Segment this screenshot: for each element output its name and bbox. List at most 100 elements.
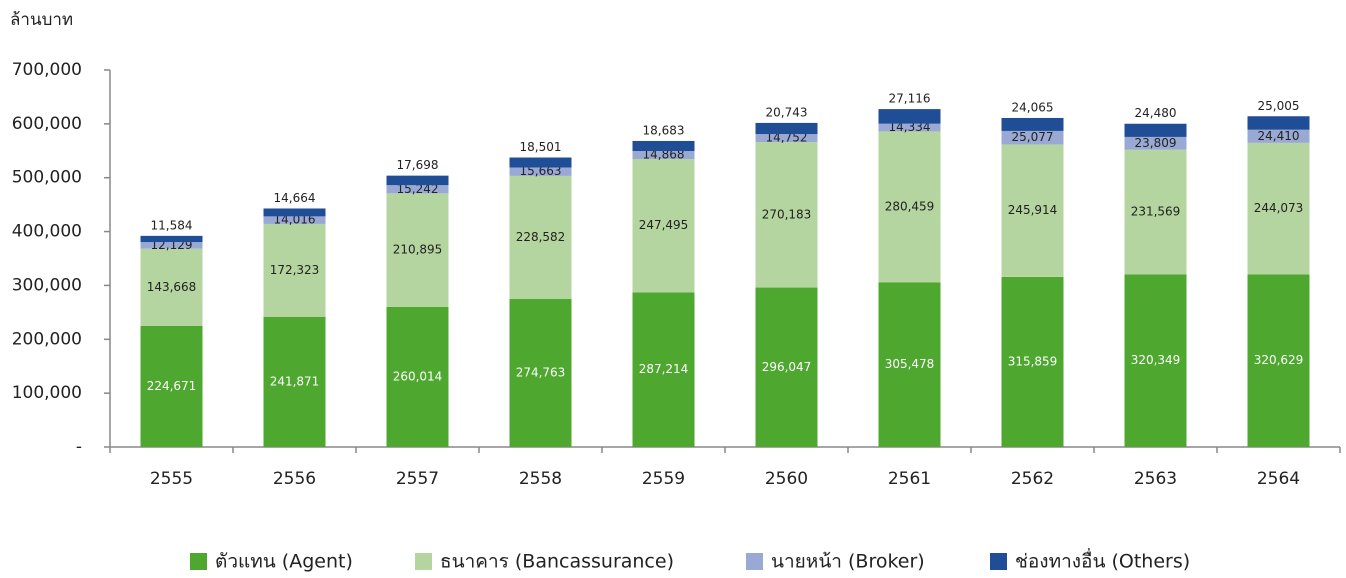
data-label: 287,214 bbox=[639, 362, 689, 376]
bar-segment bbox=[878, 109, 941, 124]
data-label: 14,664 bbox=[274, 191, 316, 205]
bar-segment bbox=[509, 299, 572, 447]
legend-swatch bbox=[746, 553, 763, 570]
x-tick-label: 2557 bbox=[396, 469, 439, 489]
data-label: 305,478 bbox=[885, 357, 935, 371]
data-label: 320,629 bbox=[1254, 353, 1304, 367]
bar-segment bbox=[140, 242, 203, 249]
x-tick-label: 2558 bbox=[519, 469, 562, 489]
y-tick-label: 100,000 bbox=[12, 383, 82, 403]
y-tick-label: 700,000 bbox=[12, 60, 82, 80]
bar-segment bbox=[386, 193, 449, 307]
bar-segment bbox=[509, 175, 572, 300]
legend-swatch bbox=[190, 553, 207, 570]
bar-segment bbox=[263, 216, 326, 224]
y-tick-label: - bbox=[76, 437, 82, 457]
bar-segment bbox=[632, 151, 695, 160]
bar-segment bbox=[755, 287, 818, 447]
data-label: 245,914 bbox=[1008, 203, 1058, 217]
bar-segment bbox=[1001, 117, 1064, 131]
bar-segment bbox=[140, 235, 203, 243]
data-label: 25,005 bbox=[1258, 99, 1300, 113]
data-label: 231,569 bbox=[1131, 205, 1181, 219]
bar-segment bbox=[386, 306, 449, 447]
y-tick-label: 600,000 bbox=[12, 114, 82, 134]
legend-swatch bbox=[990, 553, 1007, 570]
y-tick-label: 300,000 bbox=[12, 275, 82, 295]
bar-segment bbox=[878, 131, 941, 283]
data-label: 15,242 bbox=[397, 182, 439, 196]
bar-segment bbox=[509, 167, 572, 176]
x-tick-label: 2564 bbox=[1257, 469, 1300, 489]
bar-segment bbox=[755, 122, 818, 135]
bar-segment bbox=[755, 134, 818, 143]
data-label: 280,459 bbox=[885, 199, 935, 213]
data-label: 210,895 bbox=[393, 243, 443, 257]
bar-segment bbox=[1001, 130, 1064, 145]
bar-segment bbox=[140, 248, 203, 326]
bar-segment bbox=[1001, 144, 1064, 277]
bar-segment bbox=[1001, 276, 1064, 447]
x-tick-label: 2562 bbox=[1011, 469, 1054, 489]
data-label: 15,663 bbox=[520, 164, 562, 178]
data-label: 241,871 bbox=[270, 374, 320, 388]
x-tick-label: 2563 bbox=[1134, 469, 1177, 489]
bar-segment bbox=[1124, 123, 1187, 137]
bar-segment bbox=[1247, 274, 1310, 447]
data-label: 244,073 bbox=[1254, 201, 1304, 215]
y-tick-label: 200,000 bbox=[12, 329, 82, 349]
legend-label: ตัวแทน (Agent) bbox=[215, 551, 353, 573]
data-label: 18,683 bbox=[643, 123, 685, 137]
bar-segment bbox=[263, 208, 326, 217]
bar-segment bbox=[1124, 274, 1187, 447]
legend-label: ช่องทางอื่น (Others) bbox=[1015, 548, 1190, 573]
bar-segment bbox=[140, 325, 203, 447]
data-label: 296,047 bbox=[762, 360, 812, 374]
bar-segment bbox=[632, 292, 695, 447]
data-label: 260,014 bbox=[393, 369, 443, 383]
y-tick-label: 500,000 bbox=[12, 168, 82, 188]
data-label: 11,584 bbox=[151, 218, 193, 232]
data-label: 25,077 bbox=[1012, 130, 1054, 144]
x-tick-label: 2559 bbox=[642, 469, 685, 489]
bar-segment bbox=[878, 282, 941, 447]
bar-segment bbox=[632, 140, 695, 152]
data-label: 24,410 bbox=[1258, 129, 1300, 143]
legend-label: ธนาคาร (Bancassurance) bbox=[440, 551, 674, 573]
bar-segment bbox=[1124, 149, 1187, 275]
bar-segment bbox=[263, 223, 326, 317]
bar-segment bbox=[632, 159, 695, 293]
y-axis-label: ล้านบาท bbox=[10, 10, 73, 30]
data-label: 27,116 bbox=[889, 92, 931, 106]
bar-segment bbox=[878, 123, 941, 132]
data-label: 18,501 bbox=[520, 140, 562, 154]
bar-segment bbox=[755, 142, 818, 288]
bar-segment bbox=[386, 175, 449, 186]
data-label: 14,868 bbox=[643, 148, 685, 162]
bar-segment bbox=[509, 157, 572, 168]
data-label: 24,480 bbox=[1135, 106, 1177, 120]
bar-segment bbox=[386, 185, 449, 194]
data-label: 23,809 bbox=[1135, 136, 1177, 150]
data-label: 20,743 bbox=[766, 105, 808, 119]
data-label: 143,668 bbox=[147, 280, 197, 294]
data-label: 224,671 bbox=[147, 379, 197, 393]
x-tick-label: 2555 bbox=[150, 469, 193, 489]
data-label: 228,582 bbox=[516, 230, 566, 244]
data-label: 315,859 bbox=[1008, 354, 1058, 368]
data-label: 247,495 bbox=[639, 218, 689, 232]
bar-segment bbox=[1247, 116, 1310, 130]
data-label: 17,698 bbox=[397, 158, 439, 172]
bar-segment bbox=[1247, 129, 1310, 143]
x-tick-label: 2556 bbox=[273, 469, 316, 489]
data-label: 24,065 bbox=[1012, 100, 1054, 114]
bar-segment bbox=[1124, 136, 1187, 150]
bar-segment bbox=[263, 316, 326, 447]
data-label: 270,183 bbox=[762, 207, 812, 221]
bar-segment bbox=[1247, 142, 1310, 275]
x-tick-label: 2561 bbox=[888, 469, 931, 489]
data-label: 172,323 bbox=[270, 263, 320, 277]
y-tick-label: 400,000 bbox=[12, 222, 82, 242]
data-label: 274,763 bbox=[516, 366, 566, 380]
